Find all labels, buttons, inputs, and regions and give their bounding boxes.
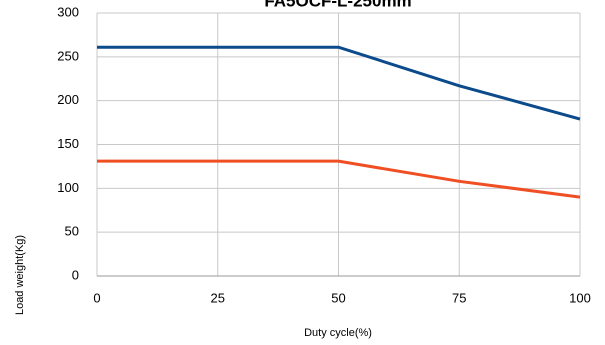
x-tick-label: 75 — [452, 290, 466, 305]
data-line — [97, 45, 581, 121]
y-tick-label: 50 — [65, 224, 79, 239]
y-tick-label: 300 — [57, 4, 79, 19]
y-axis-label: Load weight(Kg) — [14, 235, 26, 315]
x-tick-label: 0 — [93, 290, 100, 305]
y-tick-label: 150 — [57, 136, 79, 151]
y-tick-label: 200 — [57, 92, 79, 107]
x-tick-label: 25 — [211, 290, 225, 305]
chart-title: FA5OCF-L-250mm — [264, 0, 411, 10]
x-tick-label: 50 — [331, 290, 345, 305]
x-axis-label: Duty cycle(%) — [304, 327, 372, 339]
y-tick-label: 100 — [57, 180, 79, 195]
y-tick-label: 250 — [57, 48, 79, 63]
data-line — [97, 159, 581, 199]
y-tick-label: 0 — [72, 267, 79, 282]
x-tick-label: 100 — [569, 290, 591, 305]
